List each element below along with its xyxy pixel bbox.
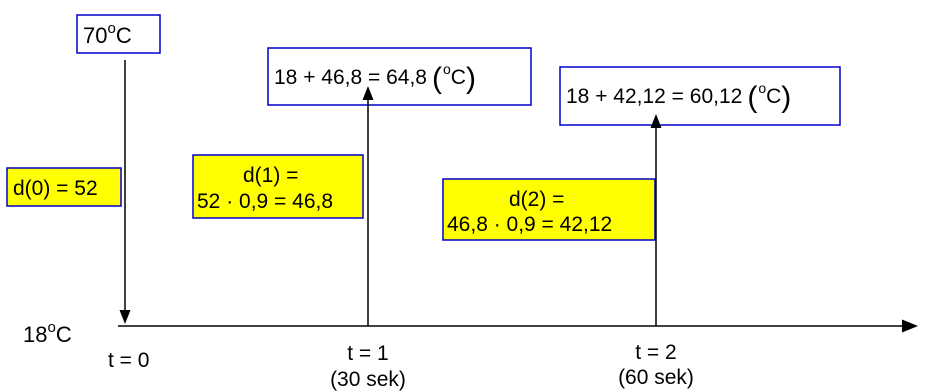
d0-label: d(0) = 52 [13,177,98,200]
step-2-formula-line-2: 46,8 · 0,9 = 42,12 [447,213,612,236]
initial-temp-text: 70oC [83,20,132,48]
step-1-formula-line-1: d(1) = [243,164,298,187]
initial-temp-box: 70oC [76,14,161,54]
step-2-formula-box [442,178,656,241]
time-axis [118,319,918,333]
cooling-arrow-head [119,310,131,324]
step-1-arrow-head [362,86,374,100]
step-2-time-label: (60 sek) [618,366,694,389]
step-1-result-text: 18 + 46,8 = 64,8 (oC) [274,61,476,95]
step-2-formula-line-1: d(2) = [509,188,564,211]
step-2-arrow-head [650,114,662,128]
time-axis-arrowhead [902,319,918,333]
step-1-time-label: (30 sek) [330,368,406,391]
step-2: 18 + 42,12 = 60,12 (oC) d(2) = 46,8 · 0,9… [442,66,841,389]
cooling-arrow [119,60,131,324]
step-1-t-label: t = 1 [347,342,388,365]
step-1-formula-line-2: 52 · 0,9 = 46,8 [197,190,333,213]
d0-box: d(0) = 52 [6,167,122,207]
step-1-formula-box [192,154,364,219]
step-2-result-box [559,66,841,126]
step-1-result-box [267,47,532,106]
d0-box-frame [6,167,122,207]
initial-temp-box-frame [76,14,161,54]
ambient-temp-label: 18oC [23,319,72,347]
step-2-t-label: t = 2 [635,341,676,364]
step-2-result-text: 18 + 42,12 = 60,12 (oC) [566,80,791,114]
step-1: 18 + 46,8 = 64,8 (oC) d(1) = 52 · 0,9 = 4… [192,47,532,391]
t0-label: t = 0 [108,349,149,372]
